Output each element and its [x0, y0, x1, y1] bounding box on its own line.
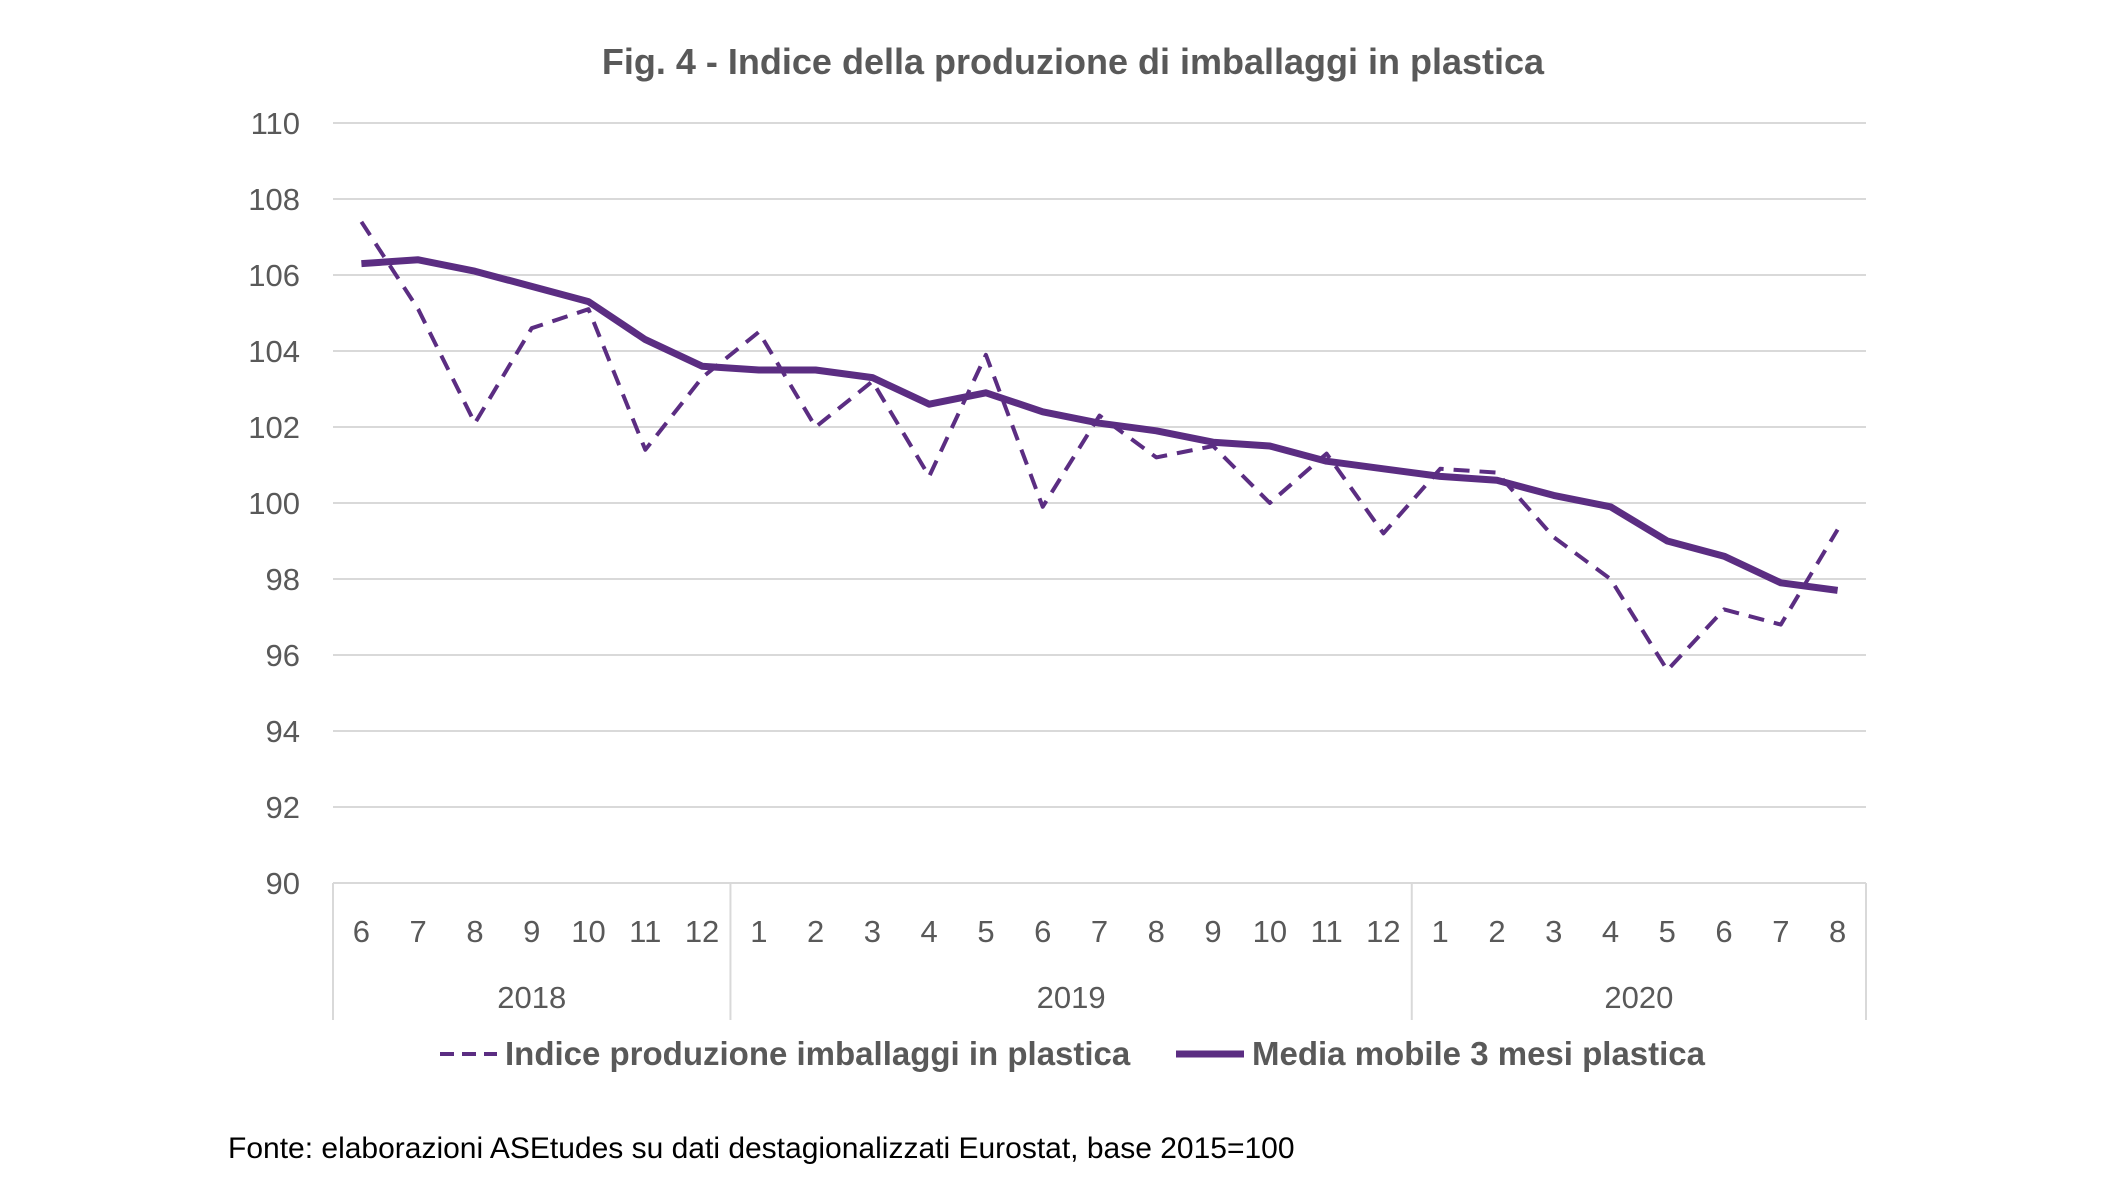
x-tick-label: 8 [466, 914, 483, 949]
x-tick-label: 11 [1311, 914, 1343, 949]
legend-label: Indice produzione imballaggi in plastica [505, 1035, 1131, 1072]
year-label: 2020 [1604, 980, 1673, 1015]
y-tick-label: 102 [248, 410, 300, 445]
x-tick-label: 10 [571, 914, 605, 949]
x-tick-label: 12 [1366, 914, 1400, 949]
x-tick-label: 6 [1715, 914, 1732, 949]
y-tick-label: 90 [266, 866, 300, 901]
x-tick-label: 5 [1659, 914, 1676, 949]
x-tick-label: 7 [410, 914, 427, 949]
x-tick-label: 3 [1545, 914, 1562, 949]
x-tick-label: 3 [864, 914, 881, 949]
x-tick-label: 5 [977, 914, 994, 949]
y-tick-label: 104 [248, 334, 300, 369]
x-tick-label: 8 [1148, 914, 1165, 949]
series-lines [359, 220, 1840, 673]
series-line-moving-average [361, 256, 1839, 594]
x-tick-label: 4 [1602, 914, 1619, 949]
x-tick-label: 12 [685, 914, 719, 949]
series-line-index [359, 220, 1840, 673]
y-tick-label: 106 [248, 258, 300, 293]
y-tick-label: 94 [266, 714, 300, 749]
x-tick-label: 6 [353, 914, 370, 949]
x-tick-label: 1 [1432, 914, 1449, 949]
year-label: 2018 [497, 980, 566, 1015]
x-tick-label: 2 [1488, 914, 1505, 949]
legend-label: Media mobile 3 mesi plastica [1252, 1035, 1706, 1072]
x-tick-label: 4 [921, 914, 938, 949]
y-tick-label: 108 [248, 182, 300, 217]
x-tick-label: 11 [629, 914, 661, 949]
y-tick-label: 110 [251, 106, 300, 141]
legend: Indice produzione imballaggi in plastica… [440, 1035, 1706, 1072]
x-tick-label: 9 [523, 914, 540, 949]
chart-title: Fig. 4 - Indice della produzione di imba… [602, 41, 1545, 82]
y-tick-label: 98 [266, 562, 300, 597]
x-tick-label: 10 [1253, 914, 1287, 949]
y-tick-label: 92 [266, 790, 300, 825]
x-tick-label: 8 [1829, 914, 1846, 949]
x-tick-label: 7 [1091, 914, 1108, 949]
x-tick-label: 6 [1034, 914, 1051, 949]
year-label: 2019 [1037, 980, 1106, 1015]
x-tick-label: 9 [1204, 914, 1221, 949]
y-tick-label: 100 [248, 486, 300, 521]
source-note: Fonte: elaborazioni ASEtudes su dati des… [228, 1132, 1295, 1165]
grid-lines [333, 122, 1866, 808]
x-tick-label: 7 [1772, 914, 1789, 949]
y-tick-label: 96 [266, 638, 300, 673]
x-tick-label: 1 [750, 914, 767, 949]
x-tick-label: 2 [807, 914, 824, 949]
